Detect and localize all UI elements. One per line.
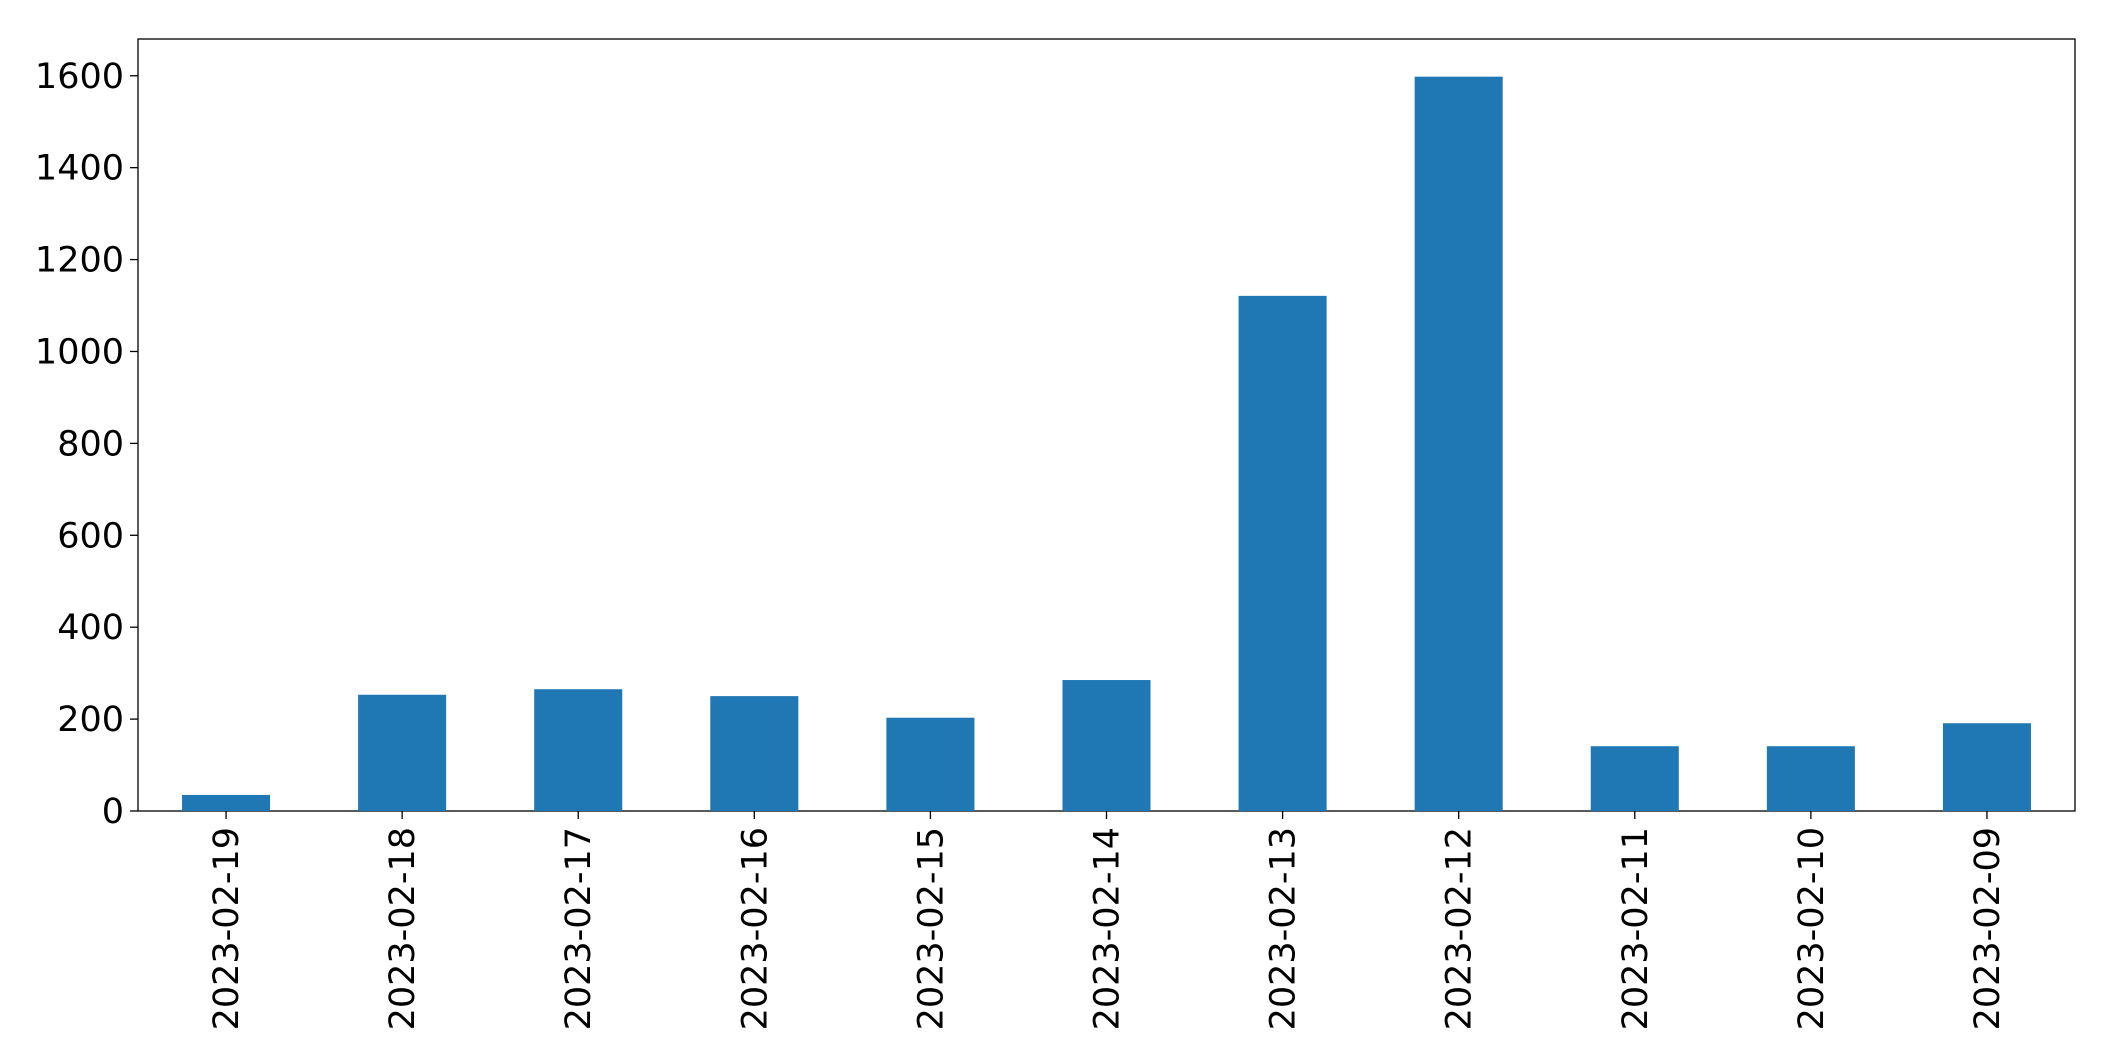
x-tick-label: 2023-02-17 (559, 827, 599, 1030)
bar (1942, 723, 2031, 811)
bar (358, 694, 447, 811)
x-tick-label: 2023-02-18 (383, 827, 423, 1030)
bar (182, 794, 271, 811)
y-tick-label: 1200 (35, 241, 124, 281)
y-tick-label: 200 (57, 700, 124, 740)
bar (1238, 295, 1327, 812)
y-tick-label: 800 (57, 424, 124, 464)
x-tick-label: 2023-02-13 (1264, 827, 1304, 1030)
x-tick-label: 2023-02-16 (735, 827, 775, 1030)
x-tick-label: 2023-02-14 (1088, 827, 1128, 1030)
y-tick-label: 400 (57, 608, 124, 648)
x-tick-label: 2023-02-19 (207, 827, 247, 1030)
bar (1590, 746, 1679, 811)
x-tick-label: 2023-02-15 (911, 827, 951, 1030)
y-tick-label: 0 (102, 792, 124, 832)
x-tick-label: 2023-02-11 (1616, 827, 1656, 1030)
bar (534, 689, 623, 811)
bar (710, 696, 799, 811)
x-tick-label: 2023-02-12 (1440, 827, 1480, 1030)
bar (886, 717, 975, 811)
x-tick-label: 2023-02-09 (1968, 827, 2008, 1030)
y-tick-label: 1600 (35, 57, 124, 97)
x-tick-label: 2023-02-10 (1792, 827, 1832, 1030)
bar (1414, 76, 1503, 811)
y-tick-label: 1400 (35, 149, 124, 189)
y-tick-label: 1000 (35, 332, 124, 372)
bar (1062, 680, 1151, 811)
bar (1766, 746, 1855, 811)
y-tick-label: 600 (57, 516, 124, 556)
